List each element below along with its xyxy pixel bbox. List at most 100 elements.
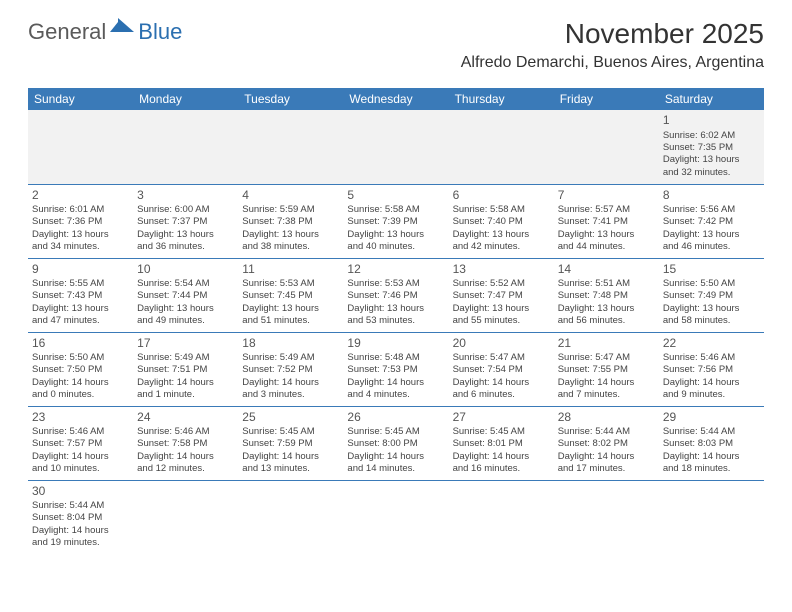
calendar-day-cell: 25Sunrise: 5:45 AMSunset: 7:59 PMDayligh… (238, 406, 343, 480)
daylight-text: and 16 minutes. (453, 463, 550, 475)
daylight-text: and 56 minutes. (558, 315, 655, 327)
calendar-day-cell (554, 110, 659, 184)
day-number: 20 (453, 336, 550, 352)
sunset-text: Sunset: 7:44 PM (137, 290, 234, 302)
day-number: 2 (32, 188, 129, 204)
sunrise-text: Sunrise: 5:46 AM (32, 426, 129, 438)
sunset-text: Sunset: 7:37 PM (137, 216, 234, 228)
calendar-day-cell: 22Sunrise: 5:46 AMSunset: 7:56 PMDayligh… (659, 332, 764, 406)
daylight-text: Daylight: 14 hours (137, 377, 234, 389)
daylight-text: and 34 minutes. (32, 241, 129, 253)
day-number: 14 (558, 262, 655, 278)
sunrise-text: Sunrise: 5:45 AM (242, 426, 339, 438)
sunrise-text: Sunrise: 5:44 AM (663, 426, 760, 438)
calendar-day-cell: 16Sunrise: 5:50 AMSunset: 7:50 PMDayligh… (28, 332, 133, 406)
sunset-text: Sunset: 7:50 PM (32, 364, 129, 376)
sunset-text: Sunset: 7:45 PM (242, 290, 339, 302)
day-number: 15 (663, 262, 760, 278)
daylight-text: and 12 minutes. (137, 463, 234, 475)
day-number: 6 (453, 188, 550, 204)
daylight-text: and 7 minutes. (558, 389, 655, 401)
calendar-day-cell: 2Sunrise: 6:01 AMSunset: 7:36 PMDaylight… (28, 184, 133, 258)
calendar-day-cell: 21Sunrise: 5:47 AMSunset: 7:55 PMDayligh… (554, 332, 659, 406)
day-number: 9 (32, 262, 129, 278)
sunset-text: Sunset: 7:55 PM (558, 364, 655, 376)
daylight-text: Daylight: 13 hours (242, 229, 339, 241)
daylight-text: Daylight: 13 hours (32, 229, 129, 241)
day-number: 1 (663, 113, 760, 129)
daylight-text: Daylight: 13 hours (347, 229, 444, 241)
sunrise-text: Sunrise: 6:00 AM (137, 204, 234, 216)
day-number: 28 (558, 410, 655, 426)
daylight-text: and 1 minute. (137, 389, 234, 401)
sunset-text: Sunset: 7:53 PM (347, 364, 444, 376)
day-number: 12 (347, 262, 444, 278)
sunrise-text: Sunrise: 5:44 AM (32, 500, 129, 512)
calendar-day-cell: 11Sunrise: 5:53 AMSunset: 7:45 PMDayligh… (238, 258, 343, 332)
sunrise-text: Sunrise: 5:57 AM (558, 204, 655, 216)
daylight-text: and 58 minutes. (663, 315, 760, 327)
daylight-text: and 17 minutes. (558, 463, 655, 475)
daylight-text: Daylight: 13 hours (663, 303, 760, 315)
sunset-text: Sunset: 7:51 PM (137, 364, 234, 376)
sunrise-text: Sunrise: 5:47 AM (558, 352, 655, 364)
sunrise-text: Sunrise: 6:02 AM (663, 130, 760, 142)
calendar-week-row: 9Sunrise: 5:55 AMSunset: 7:43 PMDaylight… (28, 258, 764, 332)
daylight-text: Daylight: 13 hours (663, 154, 760, 166)
daylight-text: Daylight: 14 hours (347, 377, 444, 389)
weekday-header: Wednesday (343, 88, 448, 110)
daylight-text: Daylight: 13 hours (32, 303, 129, 315)
sunset-text: Sunset: 7:36 PM (32, 216, 129, 228)
daylight-text: Daylight: 14 hours (32, 525, 129, 537)
sunset-text: Sunset: 7:57 PM (32, 438, 129, 450)
daylight-text: Daylight: 13 hours (242, 303, 339, 315)
day-number: 5 (347, 188, 444, 204)
day-number: 3 (137, 188, 234, 204)
daylight-text: and 55 minutes. (453, 315, 550, 327)
calendar-day-cell (659, 480, 764, 554)
daylight-text: Daylight: 13 hours (137, 229, 234, 241)
calendar-day-cell: 8Sunrise: 5:56 AMSunset: 7:42 PMDaylight… (659, 184, 764, 258)
sunrise-text: Sunrise: 5:54 AM (137, 278, 234, 290)
daylight-text: Daylight: 14 hours (558, 377, 655, 389)
sunset-text: Sunset: 8:02 PM (558, 438, 655, 450)
day-number: 18 (242, 336, 339, 352)
day-number: 13 (453, 262, 550, 278)
day-number: 7 (558, 188, 655, 204)
calendar-day-cell (554, 480, 659, 554)
sunset-text: Sunset: 7:48 PM (558, 290, 655, 302)
sunset-text: Sunset: 7:35 PM (663, 142, 760, 154)
daylight-text: Daylight: 13 hours (347, 303, 444, 315)
calendar-day-cell: 28Sunrise: 5:44 AMSunset: 8:02 PMDayligh… (554, 406, 659, 480)
calendar-day-cell (133, 110, 238, 184)
weekday-header: Sunday (28, 88, 133, 110)
weekday-header: Thursday (449, 88, 554, 110)
daylight-text: and 49 minutes. (137, 315, 234, 327)
daylight-text: Daylight: 14 hours (242, 451, 339, 463)
daylight-text: and 36 minutes. (137, 241, 234, 253)
daylight-text: and 44 minutes. (558, 241, 655, 253)
calendar-day-cell: 13Sunrise: 5:52 AMSunset: 7:47 PMDayligh… (449, 258, 554, 332)
calendar-day-cell: 7Sunrise: 5:57 AMSunset: 7:41 PMDaylight… (554, 184, 659, 258)
day-number: 17 (137, 336, 234, 352)
daylight-text: and 6 minutes. (453, 389, 550, 401)
daylight-text: Daylight: 13 hours (453, 229, 550, 241)
calendar-day-cell: 9Sunrise: 5:55 AMSunset: 7:43 PMDaylight… (28, 258, 133, 332)
sunset-text: Sunset: 7:40 PM (453, 216, 550, 228)
calendar-day-cell (449, 110, 554, 184)
sunrise-text: Sunrise: 5:59 AM (242, 204, 339, 216)
sunrise-text: Sunrise: 5:45 AM (347, 426, 444, 438)
calendar-day-cell: 17Sunrise: 5:49 AMSunset: 7:51 PMDayligh… (133, 332, 238, 406)
calendar-day-cell: 3Sunrise: 6:00 AMSunset: 7:37 PMDaylight… (133, 184, 238, 258)
sunrise-text: Sunrise: 5:46 AM (137, 426, 234, 438)
sunset-text: Sunset: 7:56 PM (663, 364, 760, 376)
flag-icon (110, 18, 136, 41)
day-number: 22 (663, 336, 760, 352)
daylight-text: and 47 minutes. (32, 315, 129, 327)
sunset-text: Sunset: 7:58 PM (137, 438, 234, 450)
sunrise-text: Sunrise: 5:53 AM (242, 278, 339, 290)
calendar-day-cell (133, 480, 238, 554)
daylight-text: and 13 minutes. (242, 463, 339, 475)
page-header: General Blue November 2025 Alfredo Demar… (0, 0, 792, 80)
calendar-day-cell: 14Sunrise: 5:51 AMSunset: 7:48 PMDayligh… (554, 258, 659, 332)
